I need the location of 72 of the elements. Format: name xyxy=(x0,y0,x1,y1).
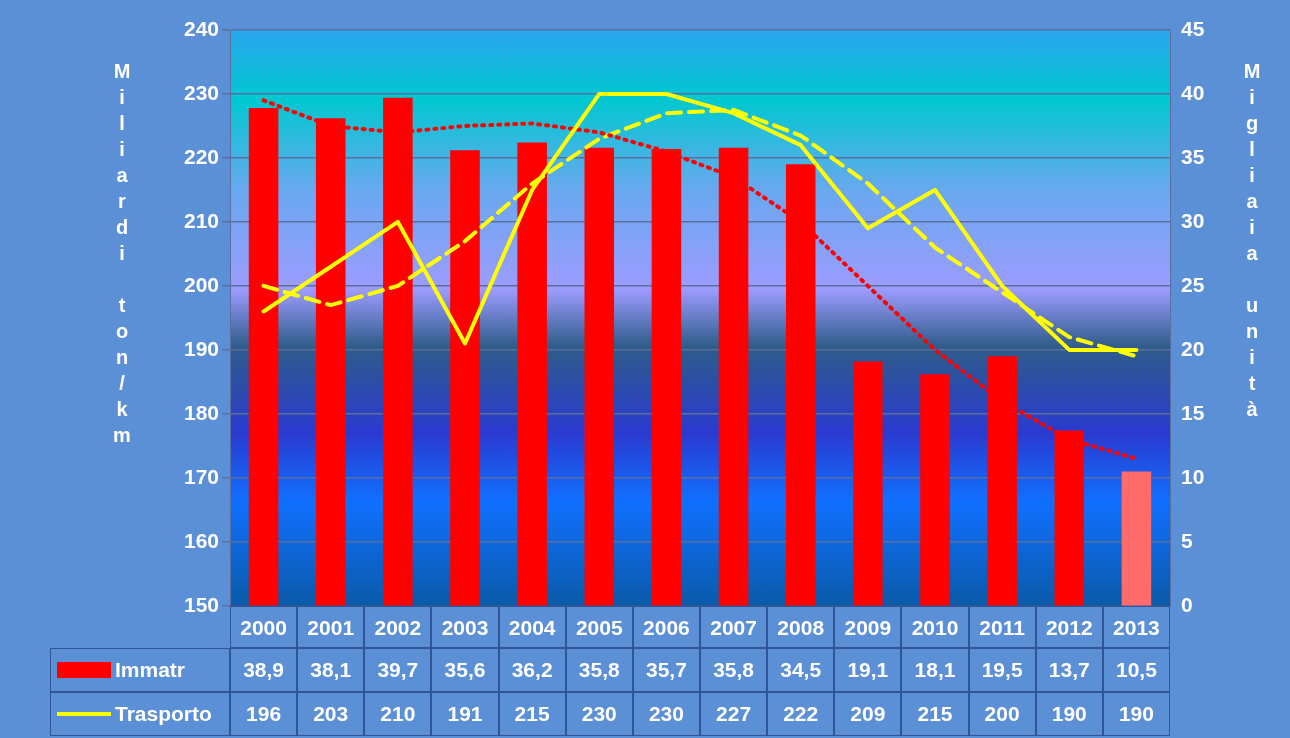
bar xyxy=(1121,471,1152,606)
y-tick-label: 170 xyxy=(183,464,219,488)
x-tick-label: 2010 xyxy=(911,616,959,640)
data-label: 203 xyxy=(297,692,365,736)
data-label: 34,5 xyxy=(767,648,835,692)
legend-label: Immatr xyxy=(115,658,186,682)
y-tick-label: 160 xyxy=(183,528,219,552)
y-tick-label: 150 xyxy=(183,592,219,616)
x-tick-label: 2006 xyxy=(643,616,690,640)
x-tick-label: 2009 xyxy=(844,616,892,640)
x-tick-label: 2007 xyxy=(710,616,757,640)
data-label: 38,9 xyxy=(230,648,298,692)
y2-axis-title: Migliaia unità xyxy=(1240,60,1263,424)
x-tick-label: 2001 xyxy=(307,616,355,640)
bar xyxy=(584,147,615,606)
y2-tick-label: 10 xyxy=(1181,464,1205,488)
y-tick-label: 200 xyxy=(183,272,219,296)
x-tick-label: 2000 xyxy=(240,616,287,640)
data-label: 191 xyxy=(431,692,499,736)
data-label: 227 xyxy=(700,692,768,736)
data-label: 210 xyxy=(364,692,432,736)
y-tick-label: 210 xyxy=(183,208,219,232)
data-label: 230 xyxy=(565,692,633,736)
bar xyxy=(450,150,480,606)
y-tick-label: 190 xyxy=(183,336,219,360)
x-tick-label: 2005 xyxy=(575,616,623,640)
bar xyxy=(920,374,950,606)
x-tick-label: 2004 xyxy=(508,616,556,640)
y2-tick-label: 30 xyxy=(1181,208,1205,232)
data-label: 230 xyxy=(632,692,700,736)
data-label: 35,7 xyxy=(632,648,700,692)
data-label: 209 xyxy=(834,692,902,736)
x-tick-label: 2008 xyxy=(777,616,825,640)
x-tick-label: 2011 xyxy=(979,616,1026,640)
y-axis-title: Miliardi ton/km xyxy=(110,60,133,450)
y2-tick-label: 25 xyxy=(1181,272,1205,296)
data-label: 215 xyxy=(498,692,566,736)
y2-tick-label: 20 xyxy=(1181,336,1205,360)
y2-tick-label: 45 xyxy=(1181,16,1205,40)
data-label: 35,8 xyxy=(700,648,768,692)
data-label: 39,7 xyxy=(364,648,432,692)
y2-tick-label: 0 xyxy=(1181,592,1193,616)
data-label: 35,6 xyxy=(431,648,499,692)
y2-tick-label: 5 xyxy=(1181,528,1193,552)
data-label: 200 xyxy=(968,692,1036,736)
y-tick-label: 220 xyxy=(183,144,219,168)
y-tick-label: 240 xyxy=(183,16,219,40)
y-tick-label: 180 xyxy=(183,400,219,424)
legend-label: Trasporto xyxy=(115,702,212,726)
data-label: 36,2 xyxy=(498,648,566,692)
x-tick-label: 2013 xyxy=(1113,616,1160,640)
x-tick-label: 2002 xyxy=(374,616,422,640)
data-label: 13,7 xyxy=(1035,648,1103,692)
data-label: 19,5 xyxy=(968,648,1036,692)
data-label: 190 xyxy=(1102,692,1170,736)
y2-tick-label: 40 xyxy=(1181,80,1205,104)
x-tick-label: 2012 xyxy=(1045,616,1093,640)
data-label: 38,1 xyxy=(297,648,365,692)
bar xyxy=(853,361,883,606)
data-label: 190 xyxy=(1035,692,1103,736)
y2-tick-label: 35 xyxy=(1181,144,1205,168)
data-label: 18,1 xyxy=(901,648,969,692)
data-label: 35,8 xyxy=(565,648,633,692)
data-label: 215 xyxy=(901,692,969,736)
y-tick-label: 230 xyxy=(183,80,219,104)
data-label: 19,1 xyxy=(834,648,902,692)
y2-tick-label: 15 xyxy=(1181,400,1205,424)
data-label: 10,5 xyxy=(1102,648,1170,692)
bar xyxy=(517,142,547,606)
data-label: 222 xyxy=(767,692,835,736)
x-tick-label: 2003 xyxy=(441,616,489,640)
data-label: 196 xyxy=(230,692,298,736)
